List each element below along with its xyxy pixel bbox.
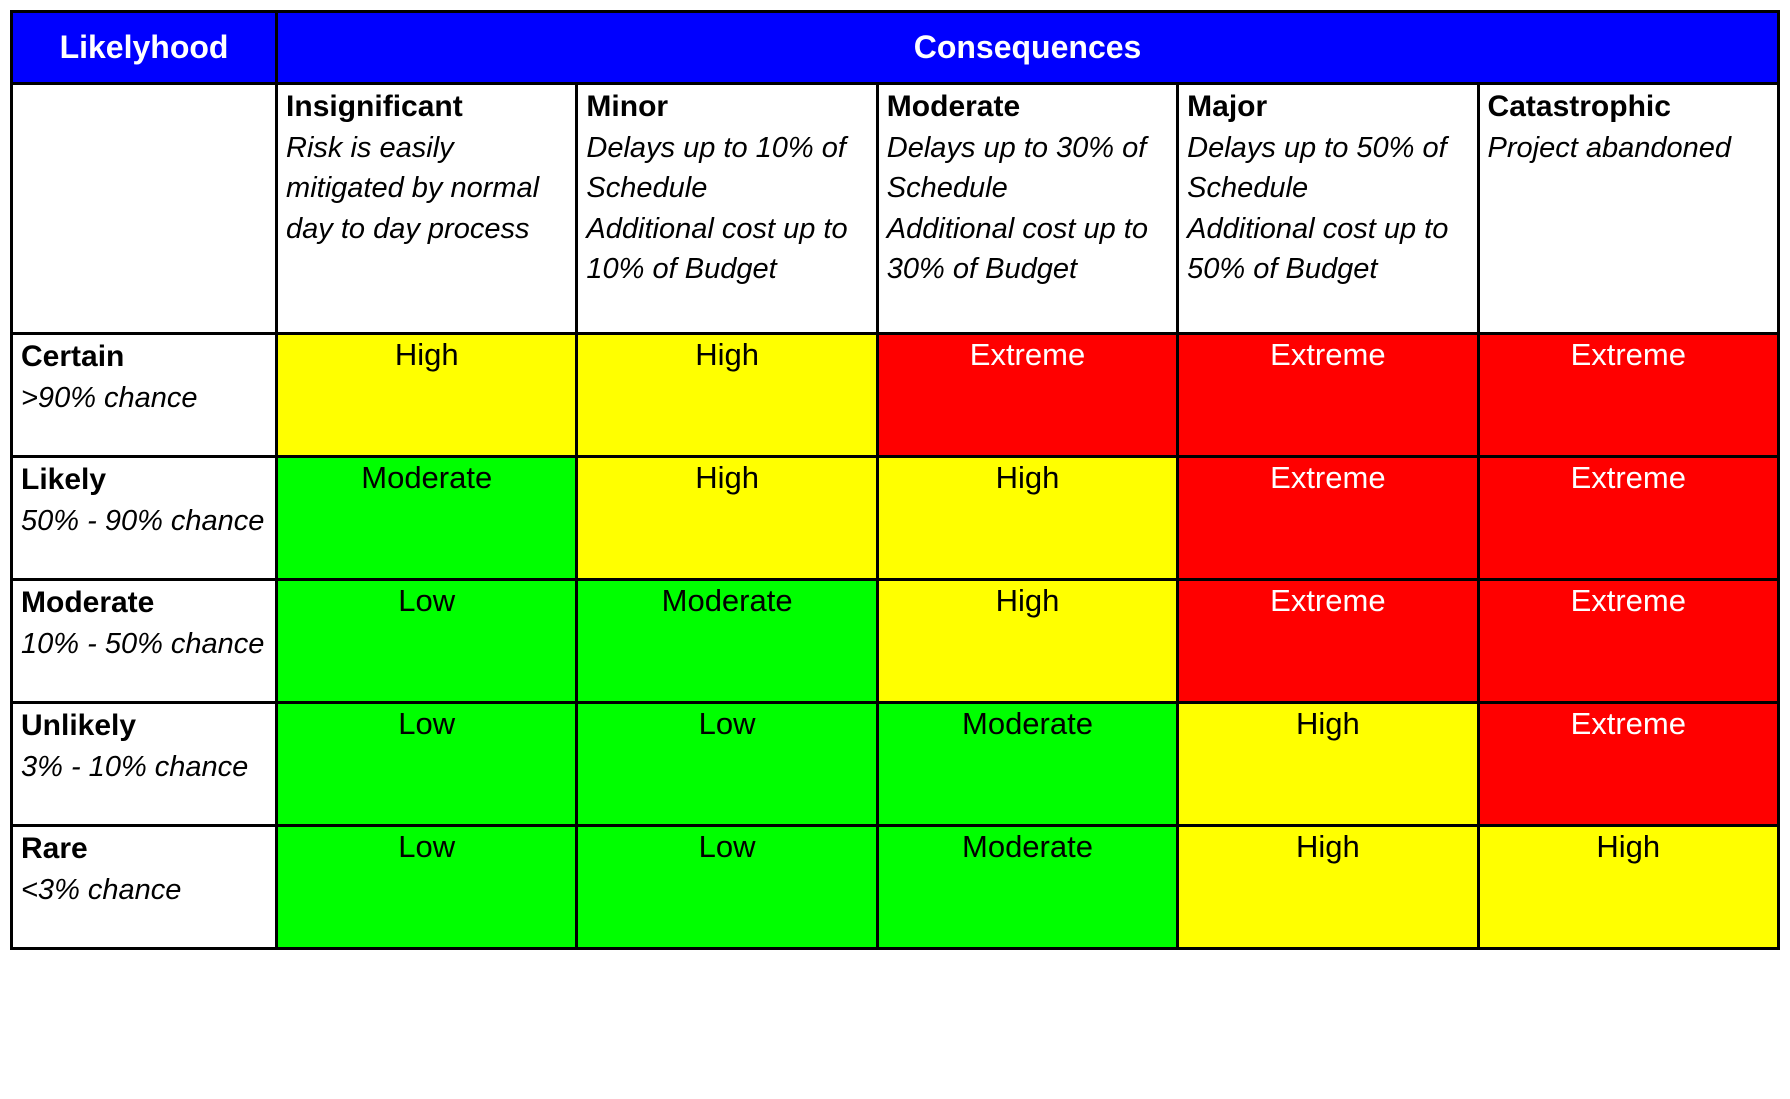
risk-cell-moderate-moderate: High xyxy=(875,578,1180,704)
column-header-moderate: Moderate Delays up to 30% of Schedule Ad… xyxy=(875,82,1180,335)
risk-cell-unlikely-major: High xyxy=(1176,701,1480,827)
risk-cell-rare-catastrophic: High xyxy=(1476,824,1781,950)
column-header-major: Major Delays up to 50% of Schedule Addit… xyxy=(1176,82,1480,335)
risk-cell-moderate-minor: Moderate xyxy=(575,578,879,704)
row-description: 3% - 10% chance xyxy=(21,750,249,783)
risk-cell-certain-major: Extreme xyxy=(1176,332,1480,458)
column-header-catastrophic: Catastrophic Project abandoned xyxy=(1476,82,1781,335)
row-header-moderate: Moderate 10% - 50% chance xyxy=(9,578,279,704)
header-row: Likelyhood Consequences xyxy=(9,10,1780,85)
risk-cell-likely-insignificant: Moderate xyxy=(275,455,579,581)
row-title: Certain xyxy=(21,340,125,373)
column-header-minor: Minor Delays up to 10% of Schedule Addit… xyxy=(575,82,879,335)
risk-matrix-table: Likelyhood Consequences Insignificant Ri… xyxy=(9,10,1781,950)
column-header-row: Insignificant Risk is easily mitigated b… xyxy=(9,82,1781,335)
row-rare: Rare <3% chance Low Low Moderate High Hi… xyxy=(9,824,1781,950)
row-title: Unlikely xyxy=(21,709,137,742)
risk-cell-rare-insignificant: Low xyxy=(275,824,579,950)
column-description: Delays up to 30% of Schedule Additional … xyxy=(886,131,1148,286)
row-likely: Likely 50% - 90% chance Moderate High Hi… xyxy=(9,455,1781,581)
likelihood-header: Likelyhood xyxy=(9,10,279,85)
risk-cell-moderate-insignificant: Low xyxy=(275,578,579,704)
risk-cell-likely-major: Extreme xyxy=(1176,455,1480,581)
row-description: 50% - 90% chance xyxy=(21,504,265,537)
row-header-likely: Likely 50% - 90% chance xyxy=(9,455,279,581)
risk-cell-likely-minor: High xyxy=(575,455,879,581)
risk-cell-rare-major: High xyxy=(1176,824,1480,950)
row-header-certain: Certain >90% chance xyxy=(9,332,279,458)
risk-cell-unlikely-moderate: Moderate xyxy=(875,701,1180,827)
risk-matrix-page: Likelyhood Consequences Insignificant Ri… xyxy=(9,10,1781,950)
row-description: >90% chance xyxy=(21,381,198,414)
corner-cell xyxy=(9,82,279,335)
row-title: Likely xyxy=(21,463,107,496)
risk-cell-unlikely-minor: Low xyxy=(575,701,879,827)
risk-cell-moderate-catastrophic: Extreme xyxy=(1476,578,1781,704)
row-header-rare: Rare <3% chance xyxy=(9,824,279,950)
row-description: 10% - 50% chance xyxy=(21,627,265,660)
risk-cell-unlikely-insignificant: Low xyxy=(275,701,579,827)
risk-cell-certain-moderate: Extreme xyxy=(875,332,1180,458)
risk-cell-rare-moderate: Moderate xyxy=(875,824,1180,950)
row-title: Rare xyxy=(21,832,88,865)
row-description: <3% chance xyxy=(21,873,182,906)
column-title: Major xyxy=(1187,90,1268,123)
row-title: Moderate xyxy=(21,586,155,619)
row-certain: Certain >90% chance High High Extreme Ex… xyxy=(9,332,1781,458)
risk-cell-certain-minor: High xyxy=(575,332,879,458)
risk-cell-certain-insignificant: High xyxy=(275,332,579,458)
column-title: Minor xyxy=(586,90,669,123)
column-description: Delays up to 50% of Schedule Additional … xyxy=(1187,131,1449,286)
risk-cell-certain-catastrophic: Extreme xyxy=(1476,332,1781,458)
row-unlikely: Unlikely 3% - 10% chance Low Low Moderat… xyxy=(9,701,1781,827)
row-header-unlikely: Unlikely 3% - 10% chance xyxy=(9,701,279,827)
column-description: Delays up to 10% of Schedule Additional … xyxy=(586,131,848,286)
column-description: Risk is easily mitigated by normal day t… xyxy=(286,131,540,245)
risk-cell-likely-moderate: High xyxy=(875,455,1180,581)
risk-cell-moderate-major: Extreme xyxy=(1176,578,1480,704)
consequences-header: Consequences xyxy=(275,10,1780,85)
risk-cell-likely-catastrophic: Extreme xyxy=(1476,455,1781,581)
column-description: Project abandoned xyxy=(1487,131,1732,164)
column-header-insignificant: Insignificant Risk is easily mitigated b… xyxy=(275,82,579,335)
column-title: Catastrophic xyxy=(1487,90,1671,123)
column-title: Insignificant xyxy=(286,90,463,123)
risk-cell-rare-minor: Low xyxy=(575,824,879,950)
risk-cell-unlikely-catastrophic: Extreme xyxy=(1476,701,1781,827)
column-title: Moderate xyxy=(886,90,1021,123)
row-moderate: Moderate 10% - 50% chance Low Moderate H… xyxy=(9,578,1781,704)
